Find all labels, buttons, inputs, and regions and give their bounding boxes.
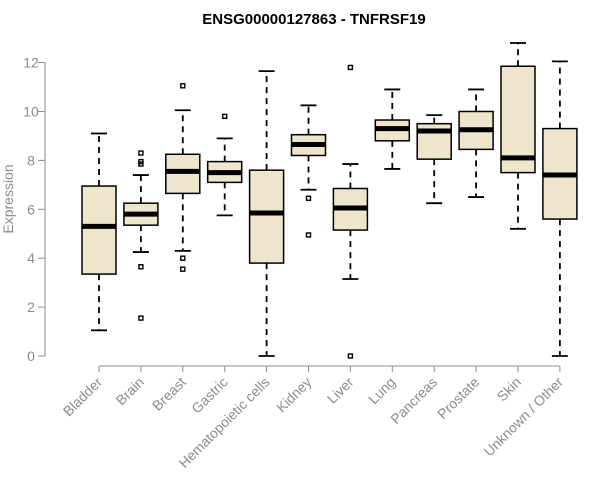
box-group	[332, 64, 369, 359]
x-tick-label: Brain	[113, 374, 147, 408]
box-iqr	[248, 169, 285, 264]
chart-title: ENSG00000127863 - TNFRSF19	[202, 11, 425, 28]
y-tick-label: 8	[27, 152, 35, 168]
x-tick-label: Unknown / Other	[480, 374, 566, 460]
x-tick-label: Liver	[324, 374, 357, 407]
x-tick-label: Skin	[494, 374, 525, 405]
box-group	[416, 114, 452, 205]
outlier-point	[138, 150, 144, 156]
box-group	[165, 83, 201, 272]
y-axis: 0 2 4 6 8 10 12	[23, 55, 46, 364]
outlier-point	[138, 161, 144, 167]
y-tick-label: 6	[27, 201, 35, 217]
plot-area	[81, 42, 578, 359]
x-tick-label: Bladder	[60, 374, 106, 420]
x-tick-label: Pancreas	[387, 374, 440, 427]
box-iqr	[81, 185, 117, 275]
y-tick-label: 4	[27, 250, 35, 266]
outlier-point	[180, 255, 186, 261]
box-group	[81, 132, 117, 332]
box-group	[248, 70, 285, 357]
y-axis-label: Expression	[0, 164, 16, 233]
x-tick-label: Prostate	[434, 374, 482, 422]
box-group	[290, 104, 327, 238]
x-tick-label: Kidney	[273, 374, 315, 416]
outlier-point	[305, 232, 312, 238]
box-iqr	[500, 65, 536, 174]
outlier-point	[305, 195, 312, 201]
x-tick-label: Breast	[149, 374, 189, 414]
y-tick-label: 10	[23, 103, 39, 119]
outlier-point	[138, 315, 144, 321]
outlier-point	[180, 83, 186, 89]
outlier-point	[347, 353, 354, 359]
box-group	[374, 88, 411, 170]
box-group	[458, 88, 494, 198]
outlier-point	[221, 113, 228, 120]
outlier-point	[180, 266, 186, 272]
y-tick-label: 12	[23, 55, 39, 71]
outlier-point	[347, 64, 354, 71]
box-group	[542, 60, 578, 357]
x-tick-label: Lung	[365, 374, 398, 407]
outlier-point	[138, 264, 144, 270]
y-tick-label: 0	[27, 348, 35, 364]
y-tick-label: 2	[27, 299, 35, 315]
box-group	[123, 150, 159, 321]
box-group	[500, 42, 536, 230]
box-group	[206, 113, 243, 217]
